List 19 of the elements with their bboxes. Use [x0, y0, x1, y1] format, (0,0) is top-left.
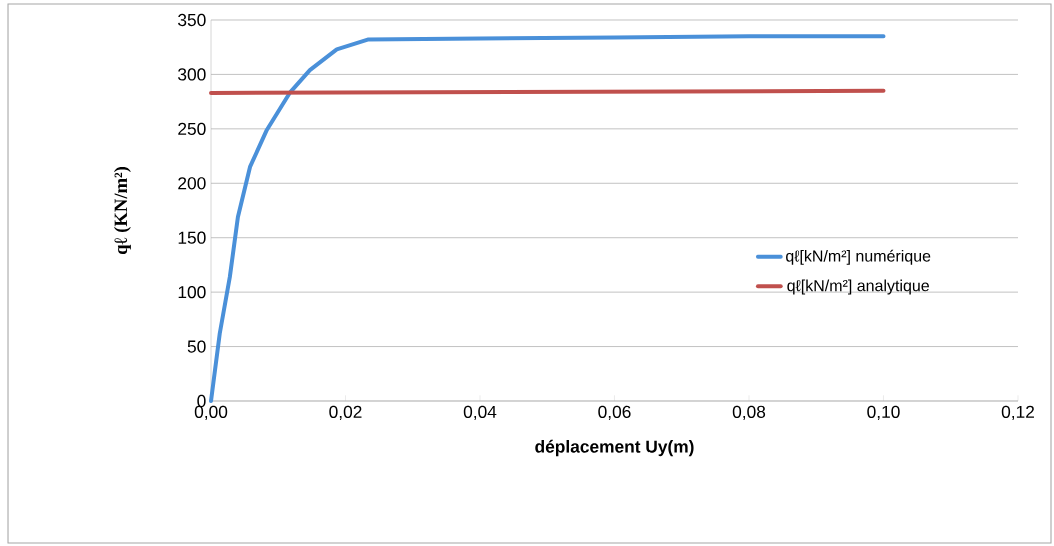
x-tick-label: 0,02 — [329, 405, 362, 421]
y-tick-label: 350 — [178, 13, 206, 27]
x-tick-label: 0,04 — [463, 405, 497, 421]
x-tick-label: 0,00 — [194, 405, 228, 421]
legend-label: qℓ[kN/m²] numérique — [786, 249, 931, 265]
y-tick-label: 0 — [197, 394, 206, 408]
x-tick-label: 0,06 — [598, 405, 631, 421]
y-tick-label: 300 — [178, 68, 206, 81]
y-tick-label: 250 — [178, 122, 206, 135]
legend-label: qℓ[kN/m²] analytique — [787, 279, 929, 295]
y-tick-label: 50 — [187, 340, 206, 353]
x-tick-label: 0,08 — [732, 405, 766, 421]
x-tick-label: 0,12 — [1001, 405, 1034, 421]
x-tick-label: 0,10 — [867, 405, 900, 421]
y-axis-title: qℓ (KN/m²) — [113, 166, 131, 255]
y-tick-label: 150 — [178, 231, 206, 244]
y-tick-label: 100 — [178, 285, 206, 299]
y-tick-label: 200 — [178, 177, 206, 190]
x-axis-title: déplacement Uy(m) — [535, 439, 694, 457]
